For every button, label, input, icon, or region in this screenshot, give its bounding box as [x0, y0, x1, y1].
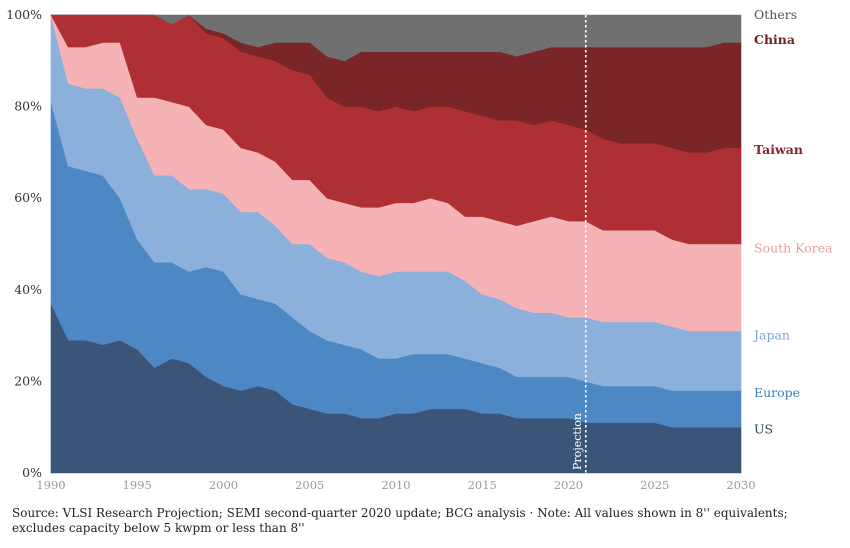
x-tick-label: 2030 — [726, 478, 755, 492]
series-label-europe: Europe — [754, 385, 800, 400]
area-others — [50, 14, 742, 62]
y-tick-label: 20% — [14, 373, 42, 388]
y-tick-label: 0% — [22, 465, 42, 480]
series-label-japan: Japan — [752, 328, 790, 343]
x-tick-label: 2000 — [209, 478, 238, 492]
x-tick-label: 2005 — [295, 478, 324, 492]
x-tick-label: 2025 — [640, 478, 669, 492]
y-tick-label: 40% — [14, 282, 42, 297]
projection-layer: Projection — [571, 15, 587, 473]
series-label-south-korea: South Korea — [754, 241, 833, 256]
x-axis: 1990 1995 2000 2005 2010 2015 2020 2025 2030 — [36, 478, 755, 492]
y-tick-label: 80% — [14, 99, 42, 114]
area-layer — [50, 14, 742, 474]
projection-label: Projection — [571, 413, 584, 470]
series-label-china: China — [754, 32, 795, 47]
y-axis: 0% 20% 40% 60% 80% 100% — [6, 7, 42, 480]
x-tick-label: 2015 — [468, 478, 497, 492]
series-labels: Others China Taiwan South Korea Japan Europe U… — [752, 7, 833, 436]
series-label-others: Others — [754, 7, 797, 22]
x-tick-label: 1995 — [123, 478, 152, 492]
series-label-us: US — [754, 421, 773, 436]
source-note: Source: VLSI Research Projection; SEMI s… — [12, 506, 788, 535]
x-tick-label: 2010 — [381, 478, 410, 492]
x-tick-label: 1990 — [36, 478, 65, 492]
y-tick-label: 100% — [6, 7, 42, 22]
series-label-taiwan: Taiwan — [754, 142, 803, 157]
x-tick-label: 2020 — [554, 478, 583, 492]
y-tick-label: 60% — [14, 190, 42, 205]
